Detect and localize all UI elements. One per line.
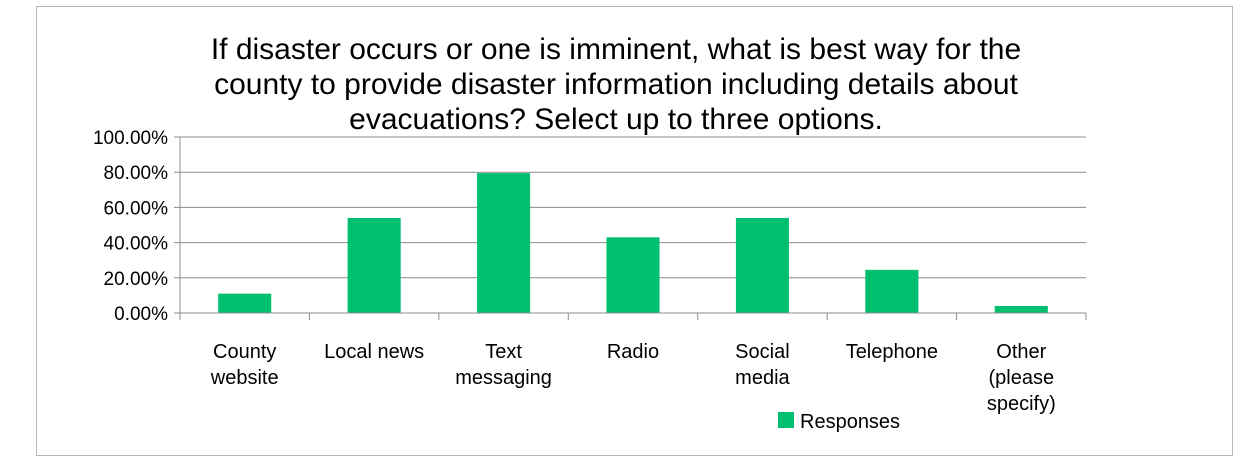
y-tick-label: 100.00% [93,128,168,149]
bar [477,173,531,313]
x-category-label: specify) [987,393,1056,415]
chart-title-line: county to provide disaster information i… [214,68,1018,101]
x-category-label: website [210,367,279,389]
x-category-label: Social [735,341,789,363]
bar [994,305,1048,313]
chart-title-line: If disaster occurs or one is imminent, w… [211,33,1021,66]
x-category-label: messaging [455,367,552,389]
x-category-label: Local news [324,341,424,363]
y-tick-label: 20.00% [104,269,169,290]
chart-frame [36,6,1233,456]
x-category-label: (please [988,367,1054,389]
x-category-label: Radio [607,341,659,363]
bar [865,269,919,313]
legend-label: Responses [800,411,900,433]
x-category-label: County [213,341,276,363]
x-category-label: media [735,367,790,389]
x-category-label: Other [996,341,1046,363]
bar [735,217,789,313]
axes [174,136,1087,320]
chart-title: If disaster occurs or one is imminent, w… [211,33,1021,136]
chart-title-line: evacuations? Select up to three options. [349,103,883,136]
bar [218,293,272,313]
x-category-label: Telephone [846,341,938,363]
x-category-label: Text [485,341,522,363]
y-tick-label: 60.00% [104,198,169,219]
y-tick-label: 80.00% [104,163,169,184]
y-axis-tick-labels: 0.00% 20.00% 40.00% 60.00% 80.00% 100.00% [93,128,168,325]
bar [606,237,660,313]
y-tick-label: 0.00% [114,304,168,325]
legend-swatch [778,412,794,428]
bar [347,217,401,313]
legend: Responses [778,411,900,433]
x-axis-category-labels: County website Local news Text messaging Radi… [210,341,1056,415]
y-tick-label: 40.00% [104,234,169,255]
bars [218,173,1048,313]
